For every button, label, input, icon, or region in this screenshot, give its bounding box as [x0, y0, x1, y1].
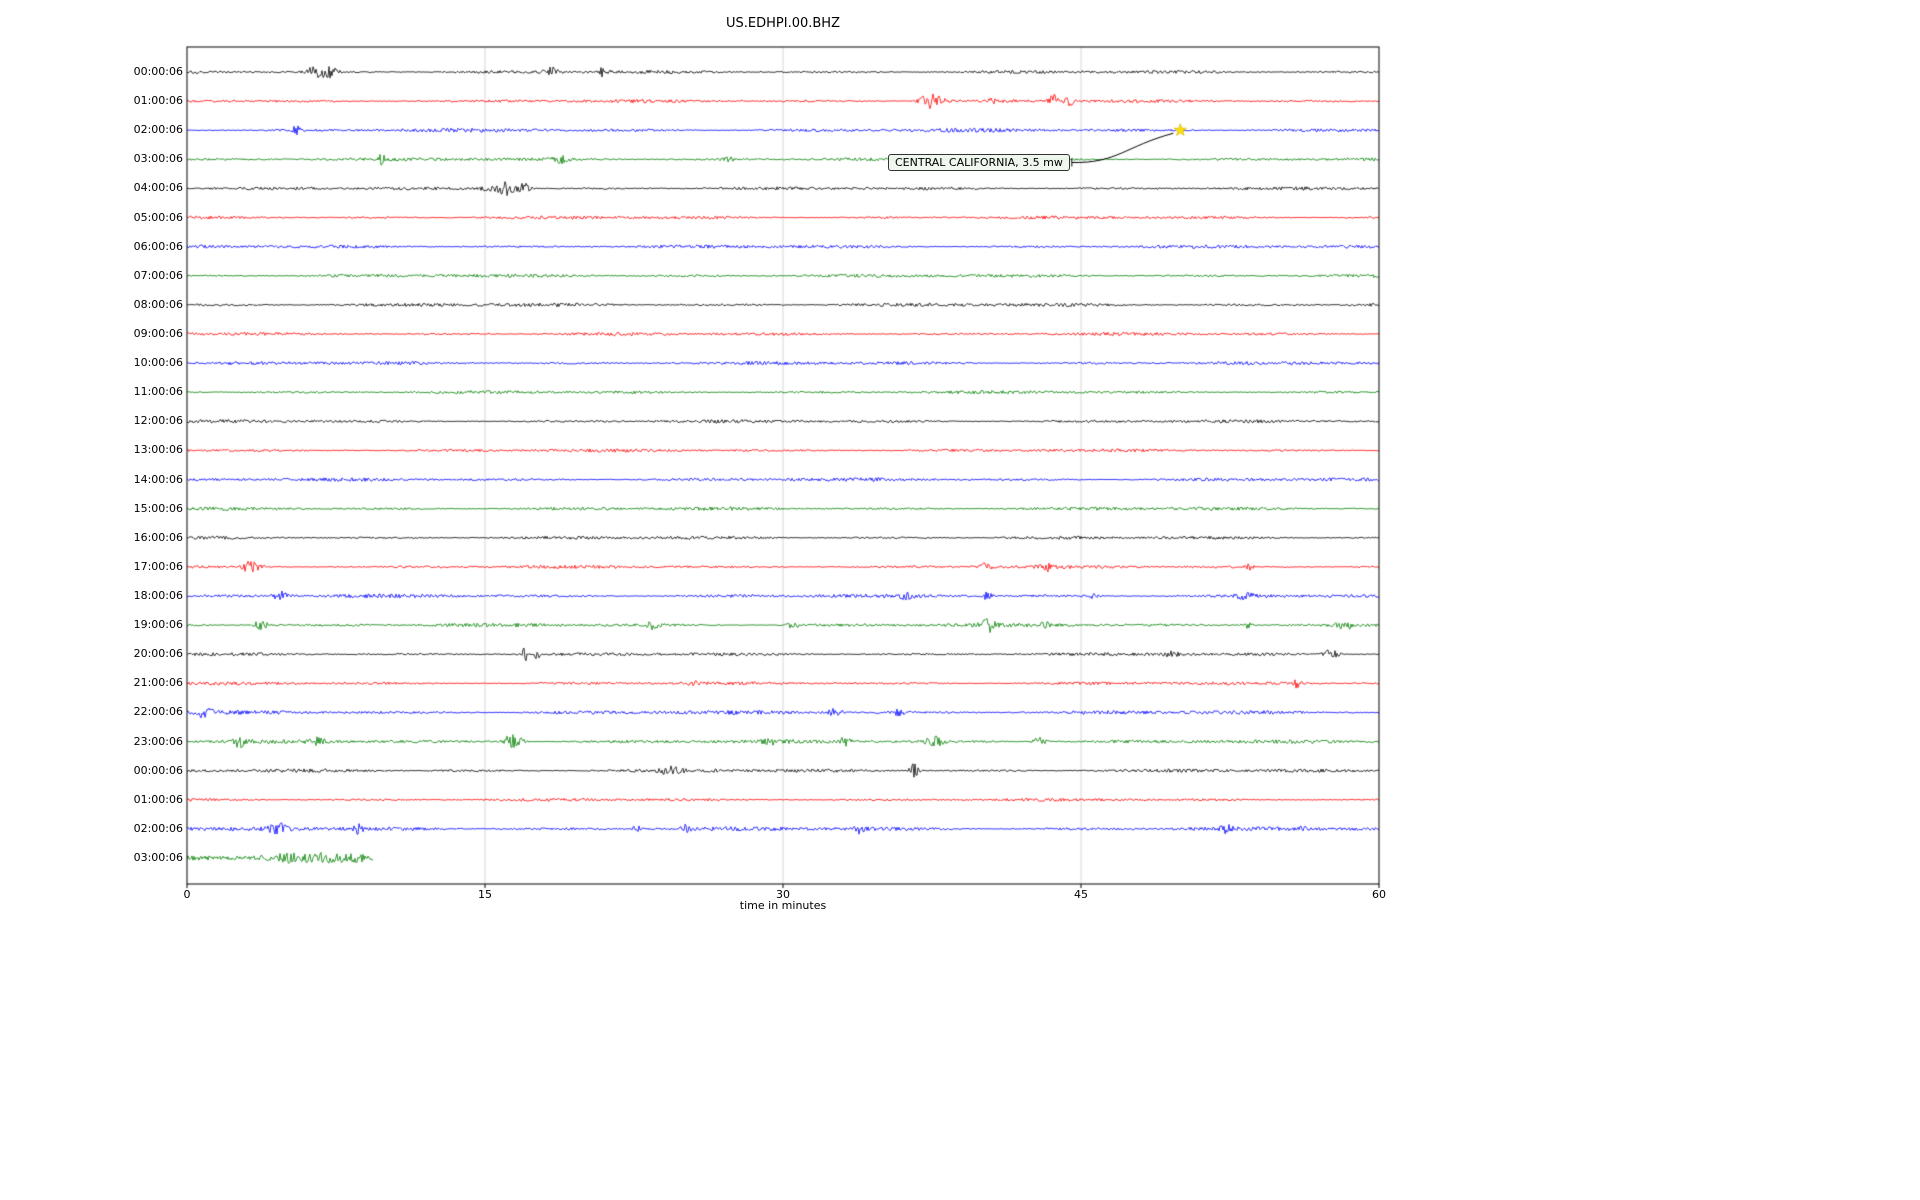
x-tick-label: 0	[183, 888, 191, 901]
row-label: 15:00:06	[133, 501, 183, 515]
x-tick-label: 60	[1372, 888, 1386, 901]
x-axis-label: time in minutes	[739, 899, 827, 912]
row-label: 14:00:06	[133, 472, 183, 486]
row-label: 03:00:06	[133, 850, 183, 864]
row-label: 21:00:06	[133, 676, 183, 690]
row-label: 00:00:06	[133, 763, 183, 777]
row-label: 03:00:06	[133, 152, 183, 166]
row-label: 22:00:06	[133, 705, 183, 719]
row-label: 13:00:06	[133, 443, 183, 457]
x-tick-label: 15	[478, 888, 492, 901]
row-label: 01:00:06	[133, 792, 183, 806]
row-label: 10:00:06	[133, 356, 183, 370]
row-label: 06:00:06	[133, 239, 183, 253]
row-label: 08:00:06	[133, 297, 183, 311]
row-label: 07:00:06	[133, 268, 183, 282]
x-tick-label: 45	[1074, 888, 1088, 901]
row-label: 09:00:06	[133, 326, 183, 340]
row-label: 23:00:06	[133, 734, 183, 748]
row-label: 16:00:06	[133, 530, 183, 544]
row-label: 11:00:06	[133, 385, 183, 399]
row-label: 04:00:06	[133, 181, 183, 195]
event-annotation-label: CENTRAL CALIFORNIA, 3.5 mw	[888, 154, 1070, 171]
row-label: 18:00:06	[133, 588, 183, 602]
row-label: 20:00:06	[133, 647, 183, 661]
row-label: 05:00:06	[133, 210, 183, 224]
row-label: 17:00:06	[133, 559, 183, 573]
row-label: 02:00:06	[133, 123, 183, 137]
plot-title: US.EDHPI.00.BHZ	[726, 16, 840, 31]
row-label: 01:00:06	[133, 94, 183, 108]
row-label: 19:00:06	[133, 618, 183, 632]
row-label: 02:00:06	[133, 821, 183, 835]
row-label: 00:00:06	[133, 65, 183, 78]
row-label: 12:00:06	[133, 414, 183, 428]
x-tick-label: 30	[776, 888, 790, 901]
